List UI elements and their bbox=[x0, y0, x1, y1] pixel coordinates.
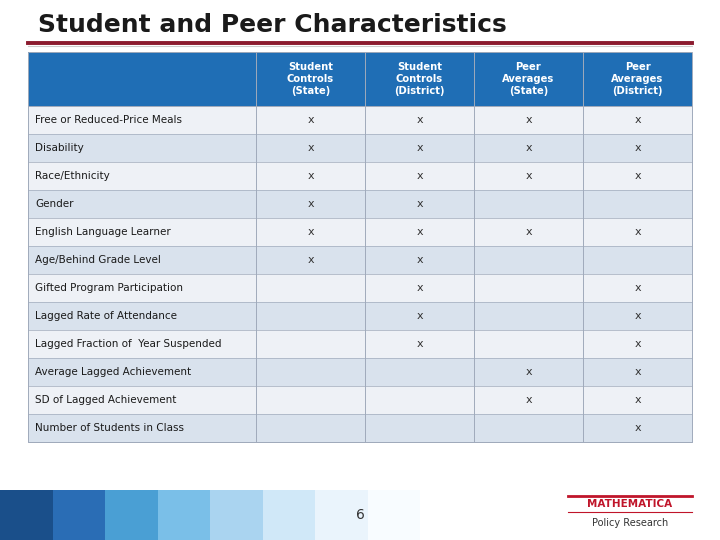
Text: Student
Controls
(State): Student Controls (State) bbox=[287, 62, 334, 96]
Text: x: x bbox=[634, 227, 641, 237]
Text: x: x bbox=[307, 171, 314, 181]
Text: x: x bbox=[416, 339, 423, 349]
Bar bbox=[315, 490, 369, 540]
Bar bbox=[263, 490, 316, 540]
Bar bbox=[28, 190, 692, 218]
Bar bbox=[28, 218, 692, 246]
Text: x: x bbox=[416, 311, 423, 321]
Text: Policy Research: Policy Research bbox=[592, 518, 668, 528]
Text: x: x bbox=[634, 283, 641, 293]
Bar bbox=[28, 302, 692, 330]
Text: Gifted Program Participation: Gifted Program Participation bbox=[35, 283, 183, 293]
Bar bbox=[28, 414, 692, 442]
Text: x: x bbox=[416, 255, 423, 265]
Text: Gender: Gender bbox=[35, 199, 73, 209]
Text: x: x bbox=[307, 143, 314, 153]
Text: Lagged Rate of Attendance: Lagged Rate of Attendance bbox=[35, 311, 177, 321]
Text: 6: 6 bbox=[356, 508, 364, 522]
Bar bbox=[28, 386, 692, 414]
Text: x: x bbox=[634, 171, 641, 181]
Text: x: x bbox=[634, 143, 641, 153]
Text: Number of Students in Class: Number of Students in Class bbox=[35, 423, 184, 433]
Bar bbox=[28, 330, 692, 358]
Bar bbox=[53, 490, 106, 540]
Text: Average Lagged Achievement: Average Lagged Achievement bbox=[35, 367, 191, 377]
Text: Age/Behind Grade Level: Age/Behind Grade Level bbox=[35, 255, 161, 265]
Text: x: x bbox=[416, 171, 423, 181]
Text: Lagged Fraction of  Year Suspended: Lagged Fraction of Year Suspended bbox=[35, 339, 222, 349]
Text: Free or Reduced-Price Meals: Free or Reduced-Price Meals bbox=[35, 115, 182, 125]
Bar bbox=[28, 52, 692, 106]
Text: Student and Peer Characteristics: Student and Peer Characteristics bbox=[38, 13, 507, 37]
Text: x: x bbox=[416, 283, 423, 293]
Bar bbox=[105, 490, 158, 540]
Bar bbox=[420, 490, 720, 540]
Text: x: x bbox=[634, 339, 641, 349]
Bar bbox=[28, 274, 692, 302]
Text: x: x bbox=[416, 227, 423, 237]
Text: x: x bbox=[634, 367, 641, 377]
Text: SD of Lagged Achievement: SD of Lagged Achievement bbox=[35, 395, 176, 405]
Text: Student
Controls
(District): Student Controls (District) bbox=[395, 62, 445, 96]
Text: x: x bbox=[525, 171, 532, 181]
Text: x: x bbox=[416, 199, 423, 209]
Text: English Language Learner: English Language Learner bbox=[35, 227, 171, 237]
Text: x: x bbox=[416, 143, 423, 153]
Text: x: x bbox=[634, 115, 641, 125]
Text: x: x bbox=[634, 311, 641, 321]
Text: x: x bbox=[307, 227, 314, 237]
Text: x: x bbox=[307, 115, 314, 125]
Bar bbox=[367, 490, 421, 540]
Text: Disability: Disability bbox=[35, 143, 84, 153]
Bar bbox=[210, 490, 264, 540]
Text: x: x bbox=[525, 227, 532, 237]
Text: x: x bbox=[307, 255, 314, 265]
Bar bbox=[28, 134, 692, 162]
Text: x: x bbox=[634, 423, 641, 433]
Bar bbox=[28, 246, 692, 274]
Bar bbox=[28, 162, 692, 190]
Bar bbox=[28, 52, 692, 442]
Text: MATHEMATICA: MATHEMATICA bbox=[588, 499, 672, 509]
Text: Race/Ethnicity: Race/Ethnicity bbox=[35, 171, 109, 181]
Text: x: x bbox=[525, 367, 532, 377]
Text: x: x bbox=[634, 395, 641, 405]
Text: x: x bbox=[525, 395, 532, 405]
Bar bbox=[28, 106, 692, 134]
Text: Peer
Averages
(State): Peer Averages (State) bbox=[503, 62, 554, 96]
Bar bbox=[0, 490, 53, 540]
Text: x: x bbox=[525, 143, 532, 153]
Bar bbox=[158, 490, 211, 540]
Text: x: x bbox=[307, 199, 314, 209]
Text: x: x bbox=[416, 115, 423, 125]
Text: x: x bbox=[525, 115, 532, 125]
Text: Peer
Averages
(District): Peer Averages (District) bbox=[611, 62, 664, 96]
Bar bbox=[28, 358, 692, 386]
